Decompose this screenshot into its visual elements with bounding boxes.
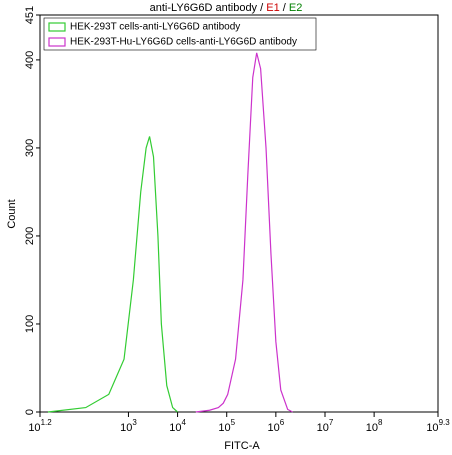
legend-box [43,17,317,51]
series-line [47,136,178,413]
legend-label: HEK-293T cells-anti-LY6G6D antibody [70,22,240,33]
x-tick-base: 10 [366,422,378,434]
x-tick-label: 104 [169,418,186,434]
x-tick-label: 106 [268,418,285,434]
x-tick-base: 10 [268,422,280,434]
x-tick-label: 101.2 [28,418,52,434]
x-tick-exponent: 9.3 [439,418,451,427]
y-axis-label: Count [6,199,18,228]
x-tick-label: 108 [366,418,383,434]
x-axis-label: FITC-A [224,440,260,452]
x-tick-exponent: 5 [231,418,236,427]
title-part: anti-LY6G6D antibody / [150,2,267,14]
x-tick-base: 10 [218,422,230,434]
title-part: / [280,2,289,14]
x-tick-exponent: 1.2 [41,418,53,427]
x-tick-base: 10 [426,422,438,434]
y-tick-label: 0 [24,409,36,415]
x-tick-base: 10 [169,422,181,434]
legend-swatch [48,22,66,32]
x-tick-base: 10 [28,422,40,434]
x-tick-label: 109.3 [426,418,450,434]
x-tick-label: 103 [120,418,137,434]
x-tick-exponent: 6 [280,418,285,427]
y-tick-label: 300 [24,139,36,157]
x-tick-exponent: 7 [329,418,334,427]
y-tick-label: 200 [24,227,36,245]
y-tick-label: 451 [24,6,36,24]
chart-title: anti-LY6G6D antibody / E1 / E2 [150,2,303,14]
y-tick-label: 400 [24,51,36,69]
plot-frame [39,14,439,413]
x-tick-base: 10 [317,422,329,434]
x-tick-base: 10 [120,422,132,434]
y-tick-label: 100 [24,315,36,333]
legend-label: HEK-293T-Hu-LY6G6D cells-anti-LY6G6D ant… [70,37,297,48]
x-tick-exponent: 3 [132,418,137,427]
series-line [195,52,293,413]
x-tick-label: 105 [218,418,235,434]
title-part: E1 [266,2,279,14]
legend-swatch [48,37,66,47]
x-tick-exponent: 8 [378,418,383,427]
x-tick-exponent: 4 [181,418,186,427]
title-part: E2 [289,2,302,14]
x-tick-label: 107 [317,418,334,434]
